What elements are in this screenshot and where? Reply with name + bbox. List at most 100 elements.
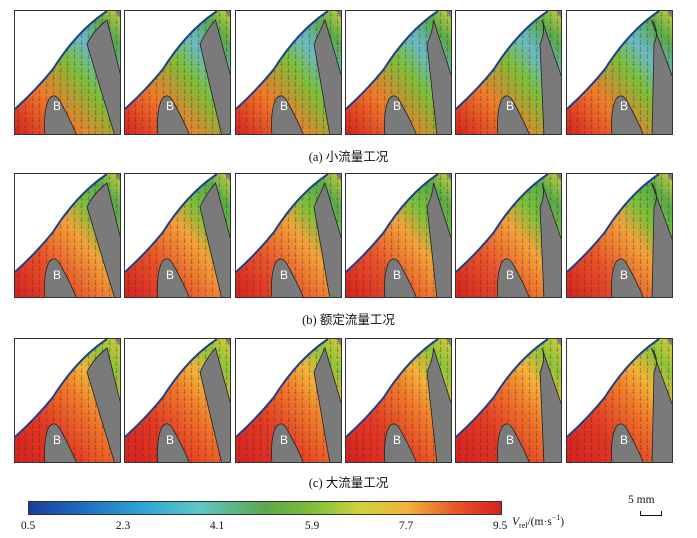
flow-panel: 0.6C B — [345, 10, 452, 135]
shroud-wall — [567, 339, 660, 438]
blade-label: B — [166, 268, 175, 282]
phase-value: 0.2 — [165, 15, 181, 29]
blade-label: B — [280, 99, 289, 113]
shroud-wall — [456, 174, 549, 273]
velocity-field — [236, 339, 341, 462]
flow-panel: 0 B — [14, 10, 121, 135]
shroud-wall — [125, 339, 218, 438]
phase-label: 0.2C — [125, 343, 230, 358]
blade-lower — [157, 423, 190, 462]
colorbar-tick: 5.9 — [304, 520, 320, 532]
row-caption: (a) 小流量工况 — [308, 150, 389, 164]
blade-upper — [86, 347, 120, 462]
velocity-field — [125, 174, 230, 297]
flow-panel: 1.0C B — [566, 10, 673, 135]
shroud-wall — [567, 11, 660, 110]
phase-label: 0.8C — [456, 15, 561, 30]
blade-label: B — [506, 268, 515, 282]
phase-value: 0.6 — [386, 15, 402, 29]
shroud-wall — [346, 174, 439, 273]
flow-panel: 0.4C B — [235, 338, 342, 463]
unit-subscript: rel — [519, 521, 528, 531]
unit-symbol: V — [512, 515, 520, 528]
phase-label: 1.0C — [567, 178, 672, 193]
phase-label: 0 — [15, 343, 120, 358]
phase-unit: C — [180, 15, 189, 29]
shroud-wall — [236, 339, 329, 438]
flow-panel: 0 B — [14, 338, 121, 463]
blade-lower — [611, 95, 644, 134]
blade-lower — [271, 95, 304, 134]
flow-panel: 0.2C B — [124, 10, 231, 135]
row-caption: (b) 额定流量工况 — [302, 313, 395, 327]
velocity-field — [456, 11, 561, 134]
blade-upper — [313, 181, 341, 297]
blade-label: B — [506, 433, 515, 447]
unit-close: ) — [560, 515, 565, 528]
phase-value: 0.8 — [496, 178, 512, 192]
flow-panel: 1.0C B — [566, 338, 673, 463]
phase-value: 0 — [64, 343, 71, 357]
colorbar-tick: 2.3 — [115, 520, 131, 532]
flow-panel: 0.6C B — [345, 173, 452, 298]
blade-lower — [497, 95, 530, 134]
blade-lower — [44, 95, 77, 134]
blade-lower — [44, 423, 77, 462]
velocity-field — [567, 339, 672, 462]
blade-lower — [611, 258, 644, 297]
flow-panel: 0.2C B — [124, 173, 231, 298]
blade-upper — [199, 347, 230, 462]
blade-label: B — [393, 433, 402, 447]
row-caption: (c) 大流量工况 — [308, 476, 389, 490]
phase-value: 1.0 — [607, 343, 623, 357]
scale-label: 5 mm — [628, 494, 655, 506]
phase-label: 0.8C — [456, 178, 561, 193]
shroud-wall — [567, 174, 660, 273]
colorbar-tick: 0.5 — [20, 520, 36, 532]
scale-bar — [640, 511, 662, 516]
phase-unit: C — [291, 15, 300, 29]
flow-panel: 0.4C B — [235, 173, 342, 298]
flow-panel: 0.2C B — [124, 338, 231, 463]
phase-value: 0.8 — [496, 15, 512, 29]
phase-unit: C — [401, 15, 410, 29]
colorbar-tick: 7.7 — [398, 520, 414, 532]
phase-label: 0.6C — [346, 343, 451, 358]
phase-unit: C — [291, 178, 300, 192]
blade-upper — [539, 19, 561, 134]
blade-lower — [497, 258, 530, 297]
blade-upper — [426, 19, 451, 134]
phase-value: 0 — [64, 178, 71, 192]
shroud-wall — [346, 11, 439, 110]
blade-upper — [313, 346, 341, 462]
phase-value: 0.2 — [165, 178, 181, 192]
blade-lower — [44, 258, 77, 297]
blade-upper — [313, 18, 341, 134]
phase-unit: C — [511, 178, 520, 192]
velocity-field — [346, 174, 451, 297]
shroud-wall — [456, 11, 549, 110]
blade-upper — [651, 182, 672, 297]
blade-lower — [384, 423, 417, 462]
phase-label: 0.4C — [236, 15, 341, 30]
phase-unit: C — [622, 343, 631, 357]
phase-unit: C — [180, 178, 189, 192]
colorbar-tick: 4.1 — [209, 520, 225, 532]
velocity-field — [456, 339, 561, 462]
blade-label: B — [53, 268, 62, 282]
shroud-wall — [15, 174, 108, 273]
flow-panel: 0.6C B — [345, 338, 452, 463]
flow-panel: 0.8C B — [455, 338, 562, 463]
blade-label: B — [393, 268, 402, 282]
phase-value: 0.8 — [496, 343, 512, 357]
phase-value: 0.4 — [276, 178, 292, 192]
phase-label: 0 — [15, 178, 120, 193]
blade-upper — [539, 182, 561, 297]
velocity-field — [15, 11, 120, 134]
blade-label: B — [280, 268, 289, 282]
blade-label: B — [280, 433, 289, 447]
blade-lower — [271, 423, 304, 462]
blade-label: B — [620, 99, 629, 113]
blade-upper — [539, 347, 561, 462]
velocity-field — [567, 11, 672, 134]
